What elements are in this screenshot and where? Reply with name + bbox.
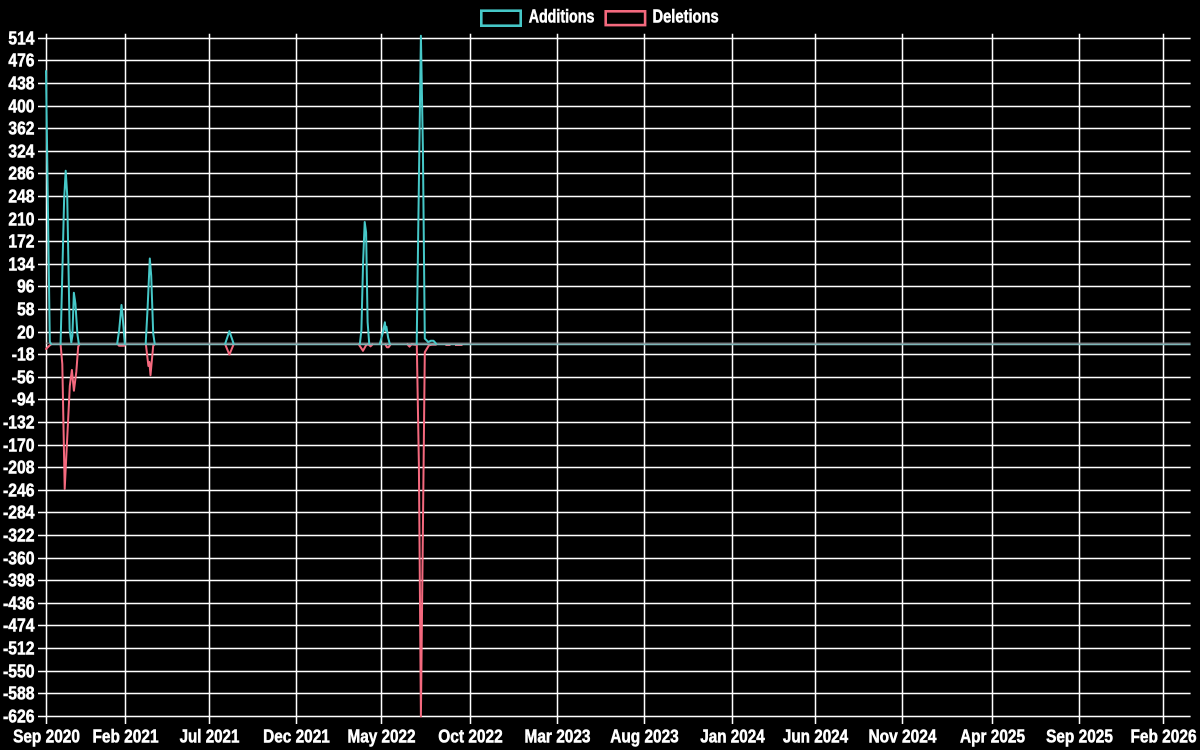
svg-text:-94: -94	[12, 389, 35, 410]
svg-text:248: 248	[8, 186, 34, 207]
svg-text:Nov 2024: Nov 2024	[868, 726, 937, 747]
svg-text:Jul 2021: Jul 2021	[180, 726, 240, 747]
svg-text:-588: -588	[3, 683, 35, 704]
svg-text:-474: -474	[3, 615, 35, 636]
svg-text:134: 134	[8, 254, 35, 275]
svg-text:-436: -436	[3, 593, 35, 614]
svg-text:-132: -132	[3, 412, 35, 433]
svg-text:-550: -550	[3, 661, 35, 682]
svg-text:210: 210	[8, 209, 34, 230]
svg-text:-512: -512	[3, 638, 35, 659]
svg-text:Dec 2021: Dec 2021	[263, 726, 330, 747]
svg-text:58: 58	[17, 299, 34, 320]
svg-text:Jan 2024: Jan 2024	[700, 726, 765, 747]
svg-text:-56: -56	[12, 367, 35, 388]
svg-text:172: 172	[8, 231, 34, 252]
svg-text:Additions: Additions	[529, 6, 595, 27]
svg-text:Mar 2023: Mar 2023	[525, 726, 591, 747]
svg-text:400: 400	[8, 96, 34, 117]
svg-text:-360: -360	[3, 548, 35, 569]
svg-text:-284: -284	[3, 502, 35, 523]
svg-text:-398: -398	[3, 570, 35, 591]
svg-text:-246: -246	[3, 480, 35, 501]
svg-text:-322: -322	[3, 525, 35, 546]
svg-text:-626: -626	[3, 706, 35, 727]
svg-text:-208: -208	[3, 457, 35, 478]
svg-text:20: 20	[17, 322, 34, 343]
svg-text:-170: -170	[3, 435, 35, 456]
svg-text:Aug 2023: Aug 2023	[610, 726, 679, 747]
svg-text:Oct 2022: Oct 2022	[438, 726, 502, 747]
svg-text:Apr 2025: Apr 2025	[960, 726, 1025, 747]
svg-text:May 2022: May 2022	[347, 726, 415, 747]
svg-text:514: 514	[8, 28, 35, 49]
svg-text:96: 96	[17, 276, 34, 297]
svg-text:Deletions: Deletions	[653, 6, 719, 27]
svg-text:438: 438	[8, 73, 34, 94]
svg-text:Sep 2025: Sep 2025	[1046, 726, 1113, 747]
svg-text:324: 324	[8, 141, 35, 162]
svg-text:Sep 2020: Sep 2020	[13, 726, 80, 747]
svg-text:476: 476	[8, 50, 34, 71]
svg-text:362: 362	[8, 118, 34, 139]
svg-text:Jun 2024: Jun 2024	[783, 726, 849, 747]
svg-text:Feb 2026: Feb 2026	[1130, 726, 1196, 747]
svg-text:286: 286	[8, 163, 34, 184]
svg-text:Feb 2021: Feb 2021	[92, 726, 158, 747]
svg-text:-18: -18	[12, 344, 35, 365]
